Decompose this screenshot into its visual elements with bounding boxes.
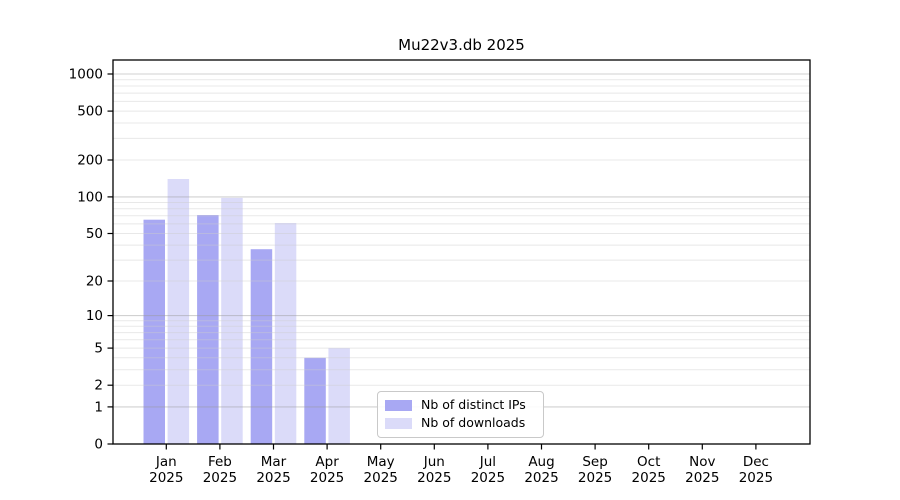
- y-tick-label: 1: [94, 399, 103, 415]
- bar-apr-downloads: [328, 348, 350, 444]
- bar-feb-downloads: [221, 197, 243, 444]
- y-tick-label: 20: [86, 274, 103, 290]
- y-tick-label: 500: [77, 104, 103, 120]
- bar-apr-distinct-ips: [304, 357, 326, 444]
- legend-swatch-downloads: [385, 418, 412, 429]
- y-tick-label: 10: [86, 308, 103, 324]
- y-tick-label: 1000: [69, 67, 103, 83]
- x-tick-label-jun: Jun 2025: [417, 454, 451, 486]
- y-tick-label: 2: [94, 378, 103, 394]
- legend-label-downloads: Nb of downloads: [421, 415, 526, 431]
- x-tick-label-may: May 2025: [364, 454, 398, 486]
- bar-feb-distinct-ips: [197, 215, 219, 444]
- x-tick-label-dec: Dec 2025: [739, 454, 773, 486]
- y-tick-label: 0: [94, 437, 103, 453]
- bar-mar-downloads: [274, 223, 297, 444]
- bar-mar-distinct-ips: [250, 249, 273, 444]
- legend-row-downloads: Nb of downloads: [385, 416, 535, 431]
- legend: Nb of distinct IPs Nb of downloads: [377, 391, 544, 438]
- x-tick-label-jan: Jan 2025: [149, 454, 183, 486]
- bar-jan-distinct-ips: [143, 219, 165, 444]
- x-tick-label-feb: Feb 2025: [203, 454, 237, 486]
- x-tick-label-mar: Mar 2025: [256, 454, 290, 486]
- legend-label-distinct-ips: Nb of distinct IPs: [421, 397, 526, 413]
- plot-border: [112, 59, 811, 445]
- chart-title: Mu22v3.db 2025: [398, 36, 525, 54]
- x-tick-label-sep: Sep 2025: [578, 454, 612, 486]
- y-tick-label: 50: [86, 226, 103, 242]
- x-tick-label-nov: Nov 2025: [685, 454, 719, 486]
- legend-row-distinct-ips: Nb of distinct IPs: [385, 398, 535, 413]
- x-tick-label-oct: Oct 2025: [632, 454, 666, 486]
- y-tick-label: 100: [77, 189, 103, 205]
- y-tick-label: 5: [94, 341, 103, 357]
- bar-jan-downloads: [167, 179, 190, 444]
- x-tick-label-apr: Apr 2025: [310, 454, 344, 486]
- legend-swatch-distinct-ips: [385, 400, 412, 411]
- x-tick-label-jul: Jul 2025: [471, 454, 505, 486]
- x-tick-label-aug: Aug 2025: [524, 454, 558, 486]
- y-tick-label: 200: [77, 153, 103, 169]
